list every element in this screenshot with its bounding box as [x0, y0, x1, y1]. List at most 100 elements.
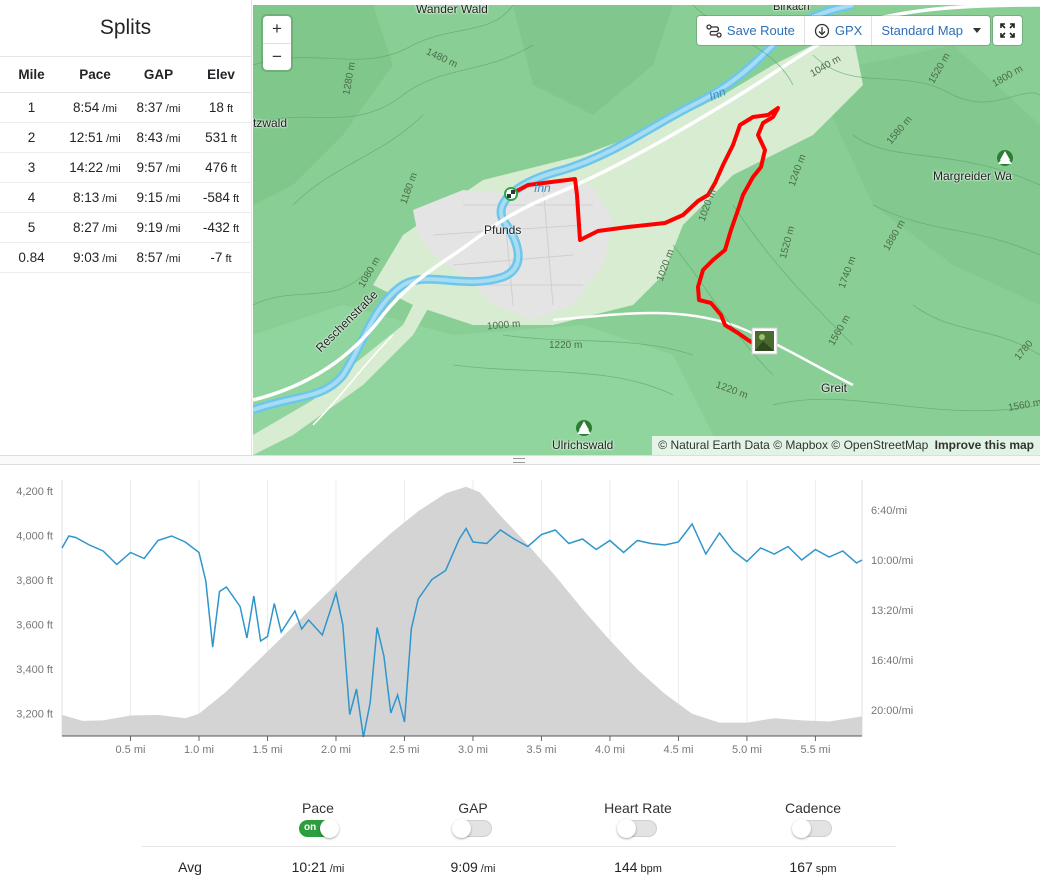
split-cell-mile: 2 [0, 122, 63, 153]
split-unit: /mi [102, 103, 117, 115]
col-header-elev: Elev [190, 56, 252, 93]
split-value-gap: 8:57 [136, 250, 163, 265]
y-left-tick-label: 3,200 ft [16, 709, 53, 721]
split-unit: /mi [165, 253, 181, 265]
y-right-tick-label: 6:40/mi [871, 505, 907, 517]
split-value-gap: 9:15 [136, 190, 163, 205]
download-icon [814, 23, 830, 38]
route-map[interactable]: Wander Wald tzwald Pfunds Inn Inn Margre… [253, 5, 1040, 455]
split-unit: /mi [165, 163, 181, 175]
fullscreen-button[interactable] [993, 16, 1022, 45]
map-style-dropdown[interactable]: Standard Map [872, 16, 990, 45]
drag-handle-icon[interactable] [513, 458, 525, 463]
split-cell-mile: 3 [0, 152, 63, 183]
tree-icon-ulrichswald [576, 420, 592, 436]
place-label-birkach: Birkach [773, 5, 810, 13]
col-header-gap: GAP [127, 56, 190, 93]
toggle-gap[interactable] [452, 819, 492, 838]
save-route-button[interactable]: Save Route [697, 16, 805, 45]
pace-line [61, 522, 863, 738]
avg-value-3: 167 spm [743, 859, 883, 875]
split-unit: ft [230, 133, 237, 145]
split-cell-pace: 9:03/mi [63, 242, 127, 273]
avg-unit: spm [815, 863, 837, 875]
map-canvas[interactable] [253, 5, 1040, 455]
expand-icon [1000, 23, 1015, 38]
toggle-heart-rate[interactable] [617, 819, 657, 838]
split-cell-pace: 8:27/mi [63, 212, 127, 243]
x-tick-label: 5.0 mi [732, 744, 762, 756]
toggle-cadence[interactable] [792, 819, 832, 838]
attribution-mapbox[interactable]: © Mapbox [773, 438, 829, 452]
attribution-osm[interactable]: © OpenStreetMap [831, 438, 929, 452]
split-row: 0.84 9:03/mi 8:57/mi -7 ft [0, 242, 252, 273]
split-cell-elev: 18 ft [190, 92, 252, 123]
toggle-label-pace: Pace [302, 800, 334, 816]
y-left-tick-label: 3,600 ft [16, 620, 53, 632]
map-style-label: Standard Map [881, 23, 963, 38]
split-unit: /mi [165, 223, 181, 235]
split-value-pace: 9:03 [73, 250, 100, 265]
split-cell-gap: 8:37/mi [127, 92, 190, 123]
split-value-elev: -432 [202, 220, 230, 235]
split-value-pace: 14:22 [69, 160, 104, 175]
toggle-knob [617, 819, 636, 838]
split-cell-gap: 8:57/mi [127, 242, 190, 273]
toggle-knob [792, 819, 811, 838]
split-cell-gap: 9:57/mi [127, 152, 190, 183]
y-left-tick-label: 4,000 ft [16, 531, 53, 543]
split-value-elev: 476 [205, 160, 228, 175]
split-row: 1 8:54/mi 8:37/mi 18 ft [0, 92, 252, 123]
y-left-tick-label: 4,200 ft [16, 486, 53, 498]
y-axis-left: 4,200 ft 4,000 ft 3,800 ft 3,600 ft 3,400 ft… [16, 486, 53, 721]
col-header-mile: Mile [0, 56, 63, 93]
split-value-mile: 3 [27, 160, 36, 175]
split-value-pace: 12:51 [69, 130, 104, 145]
photo-marker-icon[interactable] [751, 327, 778, 355]
splits-title: Splits [99, 16, 152, 39]
split-unit: /mi [165, 103, 181, 115]
y-right-tick-label: 13:20/mi [871, 605, 913, 617]
toggle-pace[interactable]: on [299, 819, 339, 838]
split-value-elev: -584 [202, 190, 230, 205]
split-value-pace: 8:27 [73, 220, 100, 235]
split-cell-pace: 8:54/mi [63, 92, 127, 123]
split-cell-pace: 14:22/mi [63, 152, 127, 183]
split-unit: /mi [102, 253, 117, 265]
split-cell-mile: 0.84 [0, 242, 63, 273]
split-value-gap: 8:37 [136, 100, 163, 115]
split-unit: /mi [165, 193, 181, 205]
y-right-tick-label: 16:40/mi [871, 655, 913, 667]
zoom-out-button[interactable]: − [263, 43, 291, 70]
toggle-label-heart-rate: Heart Rate [604, 800, 672, 816]
zoom-in-button[interactable]: + [272, 19, 282, 38]
split-cell-mile: 4 [0, 182, 63, 213]
x-tick-label: 1.5 mi [252, 744, 282, 756]
split-cell-gap: 9:15/mi [127, 182, 190, 213]
x-tick-label: 5.5 mi [800, 744, 830, 756]
elevation-pace-chart[interactable]: 4,200 ft 4,000 ft 3,800 ft 3,600 ft 3,400 ft… [0, 466, 1040, 756]
split-unit: ft [232, 223, 240, 235]
split-unit: ft [232, 193, 240, 205]
attribution-natural-earth[interactable]: © Natural Earth Data [658, 438, 770, 452]
split-cell-elev: -7 ft [190, 242, 252, 273]
split-unit: ft [226, 103, 234, 115]
x-tick-label: 1.0 mi [184, 744, 214, 756]
split-value-gap: 9:57 [136, 160, 163, 175]
improve-map-link[interactable]: Improve this map [934, 438, 1034, 452]
x-tick-label: 2.0 mi [321, 744, 351, 756]
save-route-label: Save Route [726, 23, 795, 38]
resize-divider[interactable] [0, 455, 1040, 465]
gpx-button[interactable]: GPX [805, 16, 873, 45]
map-toolbar: Save Route GPX Standard Map [696, 16, 990, 45]
split-value-pace: 8:54 [73, 100, 100, 115]
place-label-pfunds: Pfunds [484, 223, 522, 237]
split-value-mile: 4 [27, 190, 36, 205]
split-row: 2 12:51/mi 8:43/mi 531 ft [0, 122, 252, 153]
avg-row: Avg 10:21/mi 9:09/mi 144 bpm 167 spm [142, 846, 896, 886]
split-value-mile: 0.84 [18, 250, 45, 265]
split-value-gap: 8:43 [136, 130, 163, 145]
split-row: 5 8:27/mi 9:19/mi -432 ft [0, 212, 252, 243]
toggle-knob [320, 819, 339, 838]
avg-number: 167 [789, 859, 813, 875]
